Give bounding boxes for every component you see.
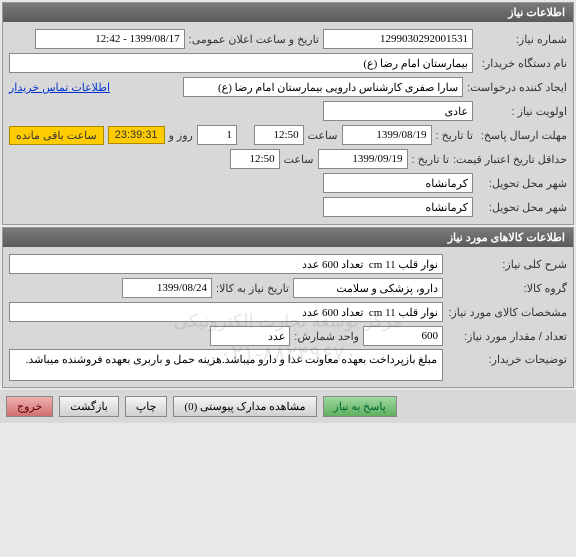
unit-field bbox=[210, 326, 290, 346]
group-label: گروه کالا: bbox=[447, 282, 567, 295]
respond-button[interactable]: پاسخ به نیاز bbox=[323, 396, 397, 417]
time-field-1 bbox=[254, 125, 304, 145]
need-info-header: اطلاعات نیاز bbox=[3, 3, 573, 22]
validity-label: حداقل تاریخ اعتبار قیمت: bbox=[453, 153, 567, 166]
countdown-label: ساعت باقی مانده bbox=[9, 126, 104, 145]
need-number-label: شماره نیاز: bbox=[477, 33, 567, 46]
priority-field bbox=[323, 101, 473, 121]
announce-label: تاریخ و ساعت اعلان عمومی: bbox=[189, 33, 319, 46]
goods-info-panel: اطلاعات کالاهای مورد نیاز مرکز توسعه تجا… bbox=[2, 227, 574, 388]
city-delivery2-field bbox=[323, 197, 473, 217]
print-button[interactable]: چاپ bbox=[125, 396, 168, 417]
buyer-field bbox=[9, 53, 473, 73]
need-date-label: تاریخ نیاز به کالا: bbox=[216, 282, 289, 295]
deadline-label: مهلت ارسال پاسخ: bbox=[477, 129, 567, 142]
contact-link[interactable]: اطلاعات تماس خریدار bbox=[9, 81, 110, 94]
spec-label: مشخصات کالای مورد نیاز: bbox=[447, 306, 567, 319]
button-bar: پاسخ به نیاز مشاهده مدارک پیوستی (0) چاپ… bbox=[0, 390, 576, 423]
back-button[interactable]: بازگشت bbox=[59, 396, 119, 417]
city-delivery-label: شهر محل تحویل: bbox=[477, 177, 567, 190]
spec-field bbox=[9, 302, 443, 322]
to-date-label: تا تاریخ : bbox=[436, 129, 473, 142]
time-label-2: ساعت bbox=[284, 153, 314, 166]
goods-info-header: اطلاعات کالاهای مورد نیاز bbox=[3, 228, 573, 247]
notes-field bbox=[9, 349, 443, 381]
notes-label: توضیحات خریدار: bbox=[447, 349, 567, 366]
days-field bbox=[197, 125, 237, 145]
priority-label: اولویت نیاز : bbox=[477, 105, 567, 118]
countdown-timer: 23:39:31 bbox=[108, 126, 165, 144]
desc-field bbox=[9, 254, 443, 274]
validity-to-label: تا تاریخ : bbox=[412, 153, 449, 166]
unit-label: واحد شمارش: bbox=[294, 330, 359, 343]
desc-label: شرح کلی نیاز: bbox=[447, 258, 567, 271]
validity-date-field bbox=[318, 149, 408, 169]
city-delivery-field bbox=[323, 173, 473, 193]
time-label-1: ساعت bbox=[308, 129, 338, 142]
need-date-field bbox=[122, 278, 212, 298]
validity-time-field bbox=[230, 149, 280, 169]
to-date-field bbox=[342, 125, 432, 145]
city-delivery2-label: شهر محل تحویل: bbox=[477, 201, 567, 214]
announce-field bbox=[35, 29, 185, 49]
qty-field bbox=[363, 326, 443, 346]
buyer-label: نام دستگاه خریدار: bbox=[477, 57, 567, 70]
attachments-button[interactable]: مشاهده مدارک پیوستی (0) bbox=[173, 396, 316, 417]
creator-label: ایجاد کننده درخواست: bbox=[467, 81, 567, 94]
qty-label: تعداد / مقدار مورد نیاز: bbox=[447, 330, 567, 343]
group-field bbox=[293, 278, 443, 298]
need-number-field bbox=[323, 29, 473, 49]
days-label: روز و bbox=[169, 129, 193, 142]
exit-button[interactable]: خروج bbox=[6, 396, 53, 417]
need-info-panel: اطلاعات نیاز شماره نیاز: تاریخ و ساعت اع… bbox=[2, 2, 574, 225]
creator-field bbox=[183, 77, 463, 97]
